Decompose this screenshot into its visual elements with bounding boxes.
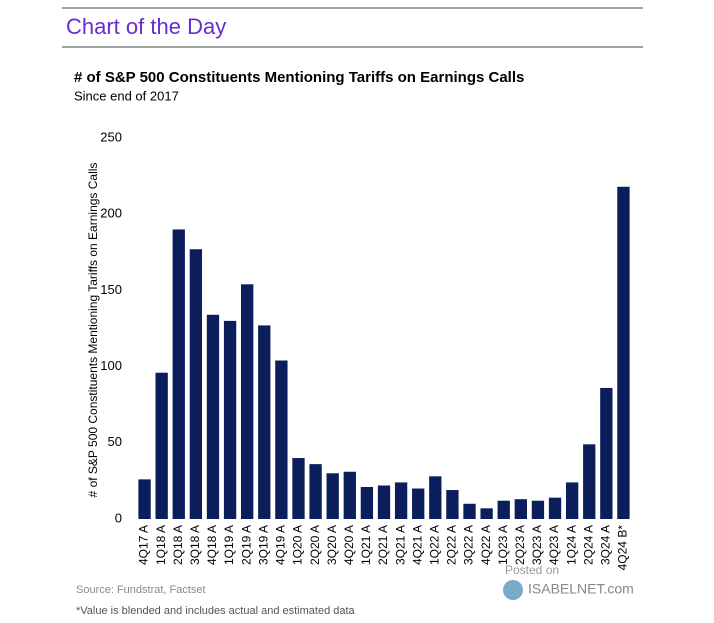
watermark-logo — [503, 580, 523, 600]
x-tick-label: 2Q24 A — [581, 525, 595, 565]
bar — [429, 476, 442, 519]
y-tick-label: 0 — [115, 510, 122, 525]
bar — [223, 320, 237, 519]
watermark: Posted on — [505, 563, 559, 577]
y-tick-label: 150 — [100, 282, 122, 297]
y-tick-label: 100 — [100, 358, 122, 373]
x-tick-label: 3Q18 A — [188, 525, 202, 565]
bar — [463, 503, 476, 519]
watermark: ISABELNET.com — [528, 581, 634, 597]
x-tick-label: 1Q18 A — [154, 525, 168, 565]
bar — [480, 508, 493, 519]
chart-title: # of S&P 500 Constituents Mentioning Tar… — [74, 69, 524, 86]
y-axis-label: # of S&P 500 Constituents Mentioning Tar… — [86, 163, 100, 498]
y-tick-label: 50 — [108, 434, 122, 449]
bar — [600, 387, 613, 519]
x-tick-label: 4Q21 A — [410, 525, 424, 565]
x-tick-label: 4Q20 A — [342, 525, 356, 565]
x-tick-label: 4Q17 A — [137, 525, 151, 565]
bar — [531, 500, 545, 519]
x-tick-label: 2Q20 A — [308, 525, 322, 565]
x-tick-label: 3Q24 A — [599, 525, 613, 565]
bar — [497, 500, 510, 519]
x-tick-label: 3Q23 A — [530, 525, 544, 565]
x-tick-label: 1Q23 A — [496, 525, 510, 565]
bar — [617, 186, 630, 519]
x-tick-label: 1Q21 A — [359, 525, 373, 565]
x-tick-label: 2Q22 A — [445, 525, 459, 565]
bar — [565, 482, 579, 519]
x-tick-label: 1Q22 A — [427, 525, 441, 565]
bar — [446, 490, 459, 519]
bar — [514, 499, 527, 519]
bar — [343, 471, 356, 519]
x-tick-label: 1Q24 A — [564, 525, 578, 565]
bar — [360, 486, 374, 519]
bar — [292, 458, 305, 519]
x-tick-label: 3Q22 A — [462, 525, 476, 565]
x-tick-label: 2Q21 A — [376, 525, 390, 565]
x-tick-label: 4Q24 B* — [616, 525, 630, 571]
x-tick-label: 4Q18 A — [205, 525, 219, 565]
bar — [326, 473, 339, 519]
x-tick-label: 1Q19 A — [222, 525, 236, 565]
x-tick-label: 2Q18 A — [171, 525, 185, 565]
x-tick-label: 2Q19 A — [239, 525, 253, 565]
bar — [583, 444, 596, 519]
y-tick-label: 250 — [100, 129, 122, 144]
bar — [394, 482, 408, 519]
bar — [548, 497, 562, 519]
footnote: *Value is blended and includes actual an… — [76, 605, 356, 617]
bar — [377, 485, 391, 519]
x-tick-label: 4Q22 A — [479, 525, 493, 565]
y-tick-label: 200 — [100, 206, 122, 221]
bar — [155, 372, 168, 519]
x-tick-label: 2Q23 A — [513, 525, 527, 565]
chart-subtitle: Since end of 2017 — [74, 88, 179, 103]
source: Source: Fundstrat, Factset — [76, 584, 206, 596]
x-tick-label: 1Q20 A — [291, 525, 305, 565]
bar — [412, 488, 425, 519]
x-tick-label: 3Q20 A — [325, 525, 339, 565]
x-tick-label: 4Q23 A — [547, 525, 561, 565]
header-title: Chart of the Day — [66, 14, 226, 39]
bar — [138, 479, 151, 519]
x-tick-label: 4Q19 A — [274, 525, 288, 565]
x-tick-label: 3Q21 A — [393, 525, 407, 565]
x-tick-label: 3Q19 A — [256, 525, 270, 565]
bar — [309, 464, 322, 519]
bar — [189, 249, 203, 519]
bar — [241, 284, 254, 519]
bar — [172, 229, 185, 519]
bar — [275, 360, 288, 519]
bar — [258, 325, 271, 519]
bar — [206, 314, 220, 519]
